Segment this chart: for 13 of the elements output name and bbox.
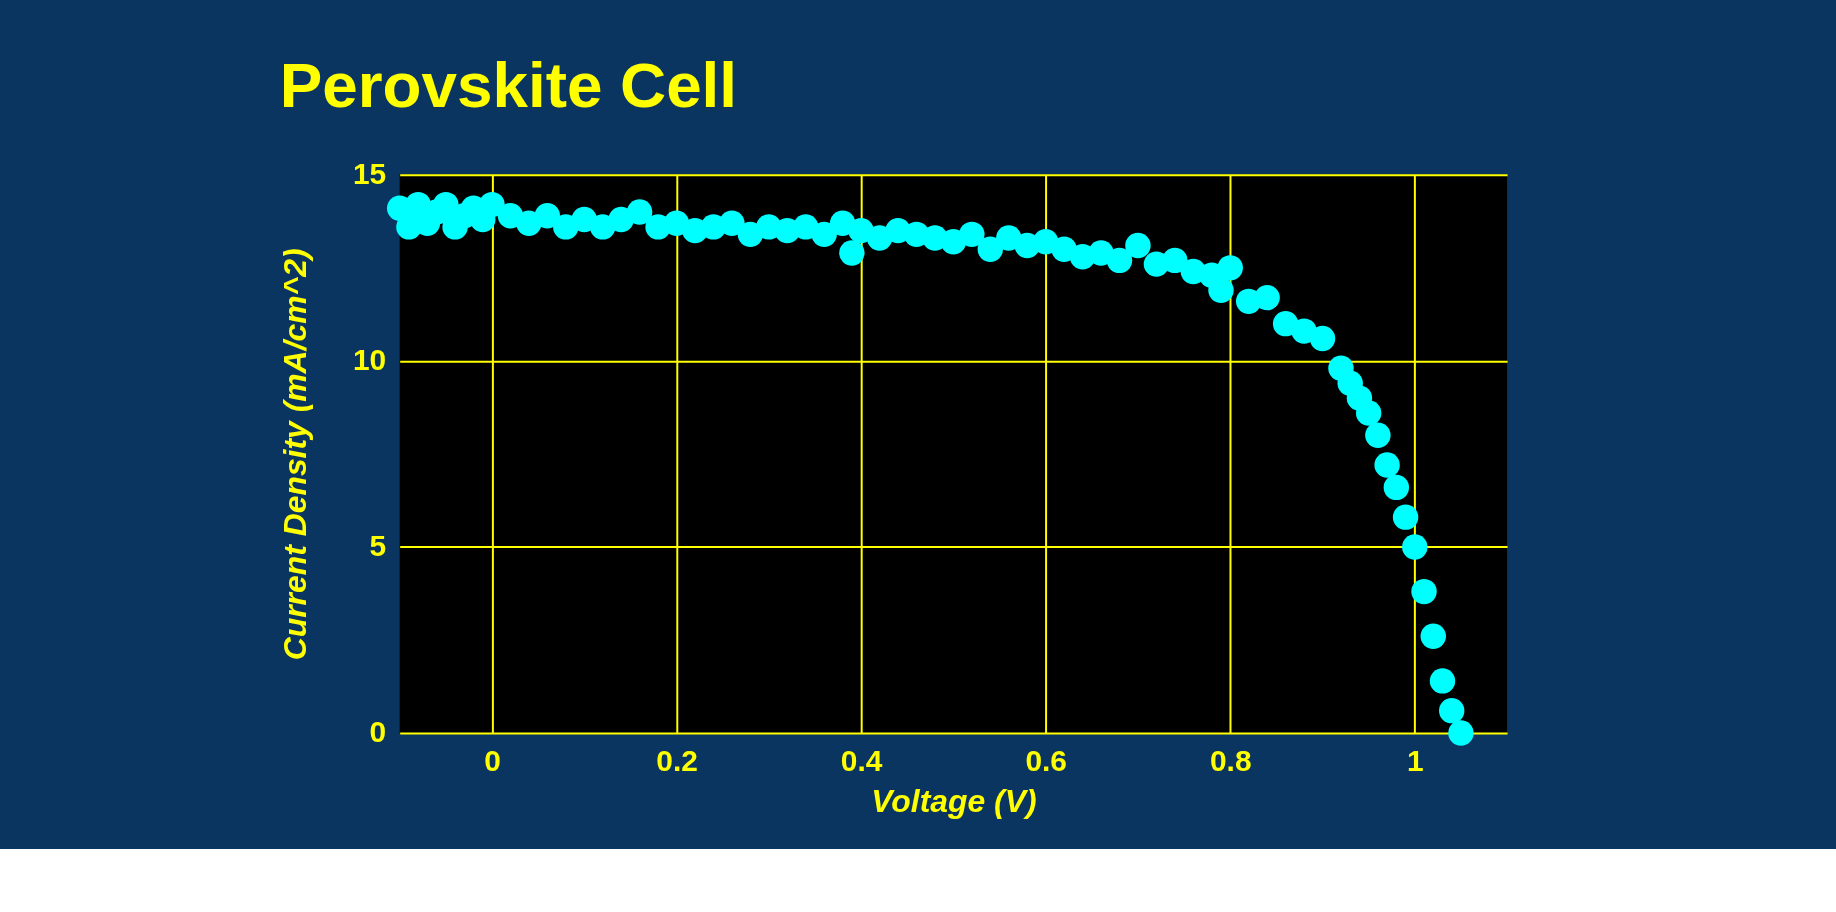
x-tick-label: 0.6 <box>1025 744 1067 778</box>
y-tick-label: 15 <box>352 157 387 191</box>
y-axis-title: Current Density (mA/cm^2) <box>277 248 314 661</box>
chart-title: Perovskite Cell <box>279 49 738 122</box>
x-tick-label: 1 <box>1406 744 1424 778</box>
x-tick-label: 0.4 <box>840 744 883 778</box>
x-tick-label: 0 <box>484 744 501 778</box>
x-axis-title: Voltage (V) <box>871 783 1037 820</box>
x-tick-label: 0.8 <box>1209 744 1252 778</box>
y-tick-label: 5 <box>369 529 387 563</box>
y-tick-label: 0 <box>369 715 387 749</box>
y-tick-label: 10 <box>352 343 387 377</box>
x-tick-label: 0.2 <box>656 744 698 778</box>
